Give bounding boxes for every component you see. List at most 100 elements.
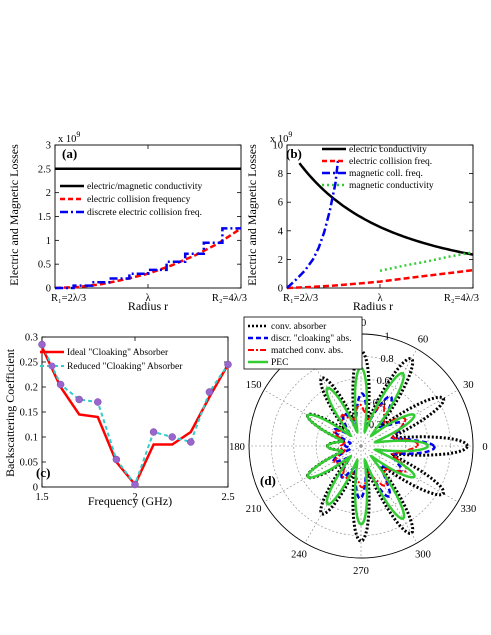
panel-c-label: (c) <box>36 465 50 480</box>
y-tick-label: 0.25 <box>20 358 38 369</box>
y-tick-label: 8 <box>278 169 283 180</box>
panel-a-exponent: x 109 <box>58 130 80 145</box>
y-tick-label: 0.3 <box>25 333 38 344</box>
series-discrete-cloaking <box>332 392 436 500</box>
reduced-absorber-marker <box>168 433 176 441</box>
panel-b-label: (b) <box>286 146 302 161</box>
angle-spoke <box>360 348 418 447</box>
panel-b: 0 2 4 6 8 10 R₁=2λ/3 λ R₂=4λ/3 (b) x 109 Electri… <box>245 130 479 313</box>
reduced-absorber-marker <box>56 380 65 389</box>
x-tick-label: 2 <box>132 492 137 503</box>
panel-b-plot: 0 2 4 6 8 10 R₁=2λ/3 λ R₂=4λ/3 <box>273 141 480 305</box>
legend-b-label-4: magnetic conductivity <box>349 181 434 191</box>
series-electric-conductivity <box>298 162 474 256</box>
angle-label: 240 <box>291 549 307 560</box>
reduced-absorber-marker <box>75 395 83 404</box>
angle-label: 60 <box>418 335 429 346</box>
panel-d-legend: conv. absorber discr. "cloaking" abs. ma… <box>243 316 363 370</box>
panel-a-label: (a) <box>62 146 77 161</box>
reduced-absorber-marker <box>224 360 232 369</box>
reduced-absorber-marker <box>205 388 214 396</box>
y-tick-label: 1.5 <box>38 212 51 223</box>
angle-label: 300 <box>415 549 431 560</box>
legend-d-box <box>243 316 363 370</box>
legend-d-label-4: PEC <box>271 358 288 368</box>
angle-label: 150 <box>246 380 262 391</box>
y-tick-label: 2.5 <box>38 164 51 175</box>
reduced-absorber-marker <box>38 340 46 349</box>
angle-label: 0 <box>482 442 487 453</box>
panel-b-ylabel: Electric and Magnetic Losses <box>245 144 259 286</box>
legend-b-label-1: electric conductivity <box>349 145 427 155</box>
series-collision-frequency <box>54 227 242 290</box>
panel-c-xlabel: Frequency (GHz) <box>88 494 172 508</box>
y-tick-label: 0.2 <box>25 383 38 394</box>
legend-b-label-2: electric collision freq. <box>349 156 432 167</box>
series-discrete-collision <box>55 227 241 290</box>
y-tick-label: 0.05 <box>20 458 38 469</box>
panel-c-legend: Ideal "Cloaking" Absorber Reduced "Cloak… <box>40 348 183 372</box>
angle-spoke <box>360 389 459 447</box>
series-magnetic-conductivity <box>379 251 474 273</box>
panel-b-exponent: x 109 <box>270 130 292 145</box>
angle-spoke <box>263 445 362 503</box>
legend-a-label-1: electric/magnetic conductivity <box>87 182 203 192</box>
x-tick-label: R₂=4λ/3 <box>212 293 247 304</box>
angle-spoke <box>360 445 418 544</box>
x-tick-label: R₂=4λ/3 <box>444 293 479 304</box>
x-tick-label: 2.5 <box>221 492 234 503</box>
panel-c-plot: 0 0.05 0.1 0.15 0.2 0.25 0.3 1.5 2 2.5 <box>20 333 235 504</box>
y-tick-label: 2 <box>278 255 283 266</box>
panel-a-legend: electric/magnetic conductivity electric … <box>60 182 203 218</box>
panel-a-ylabel: Electric and Magnetic Losses <box>7 144 21 286</box>
legend-a-label-3: discrete electric collision freq. <box>87 207 202 218</box>
reduced-absorber-marker <box>112 455 121 464</box>
panel-d: 03060901201501802102402703003300.20.40.6… <box>229 316 488 577</box>
angle-label: 270 <box>353 566 369 577</box>
y-tick-label: 10 <box>273 141 284 152</box>
reduced-absorber-marker <box>149 428 158 436</box>
series-pec <box>306 366 430 526</box>
angle-label: 330 <box>461 504 477 515</box>
y-tick-label: 6 <box>278 198 283 209</box>
y-tick-label: 0.1 <box>25 433 38 444</box>
y-tick-label: 0 <box>46 284 51 295</box>
reduced-absorber-marker <box>131 480 139 489</box>
y-tick-label: 0.5 <box>38 260 51 271</box>
series-matched-conv <box>332 403 419 489</box>
legend-d-label-2: discr. "cloaking" abs. <box>271 334 352 344</box>
y-tick-label: 4 <box>278 226 284 237</box>
radial-grid-circle <box>338 423 384 469</box>
panel-a-plot: 0 0.5 1 1.5 2 2.5 3 R₁=2λ/3 λ R₂=4λ/3 <box>38 141 247 305</box>
y-tick-label: 0.15 <box>20 408 38 419</box>
series-electric-collision <box>286 268 474 290</box>
angle-label: 210 <box>246 504 262 515</box>
x-tick-label: 1.5 <box>35 492 48 503</box>
angle-label: 30 <box>463 380 474 391</box>
legend-d-label-3: matched conv. abs. <box>271 346 343 356</box>
radial-label: 1 <box>384 332 389 343</box>
x-tick-label: λ <box>145 293 151 304</box>
angle-spoke <box>263 389 362 447</box>
radial-label: 0.2 <box>369 420 382 431</box>
panel-c: 0 0.05 0.1 0.15 0.2 0.25 0.3 1.5 2 2.5 (c) Backsc… <box>3 333 235 509</box>
y-tick-label: 1 <box>46 236 51 247</box>
y-tick-label: 2 <box>46 188 51 199</box>
legend-a-label-2: electric collision frequency <box>87 194 191 205</box>
angle-spoke <box>360 445 459 503</box>
reduced-absorber-marker <box>94 398 102 406</box>
y-tick-label: 0 <box>33 483 38 494</box>
panel-c-ylabel: Backscattering Coefficient <box>3 348 17 477</box>
panel-a-xlabel: Radius r <box>128 299 168 313</box>
legend-c-label-2: Reduced "Cloaking" Absorber <box>67 362 183 372</box>
y-tick-label: 0 <box>278 284 283 295</box>
x-tick-label: R₁=2λ/3 <box>51 293 86 304</box>
angle-label: 180 <box>229 442 245 453</box>
panel-d-label: (d) <box>260 473 276 488</box>
legend-b-label-3: magnetic coll. freq. <box>349 168 423 179</box>
legend-c-label-1: Ideal "Cloaking" Absorber <box>67 348 169 358</box>
legend-d-label-1: conv. absorber <box>271 322 327 332</box>
panel-b-xlabel: Radius r <box>353 299 393 313</box>
radial-label: 0.6 <box>377 376 390 387</box>
